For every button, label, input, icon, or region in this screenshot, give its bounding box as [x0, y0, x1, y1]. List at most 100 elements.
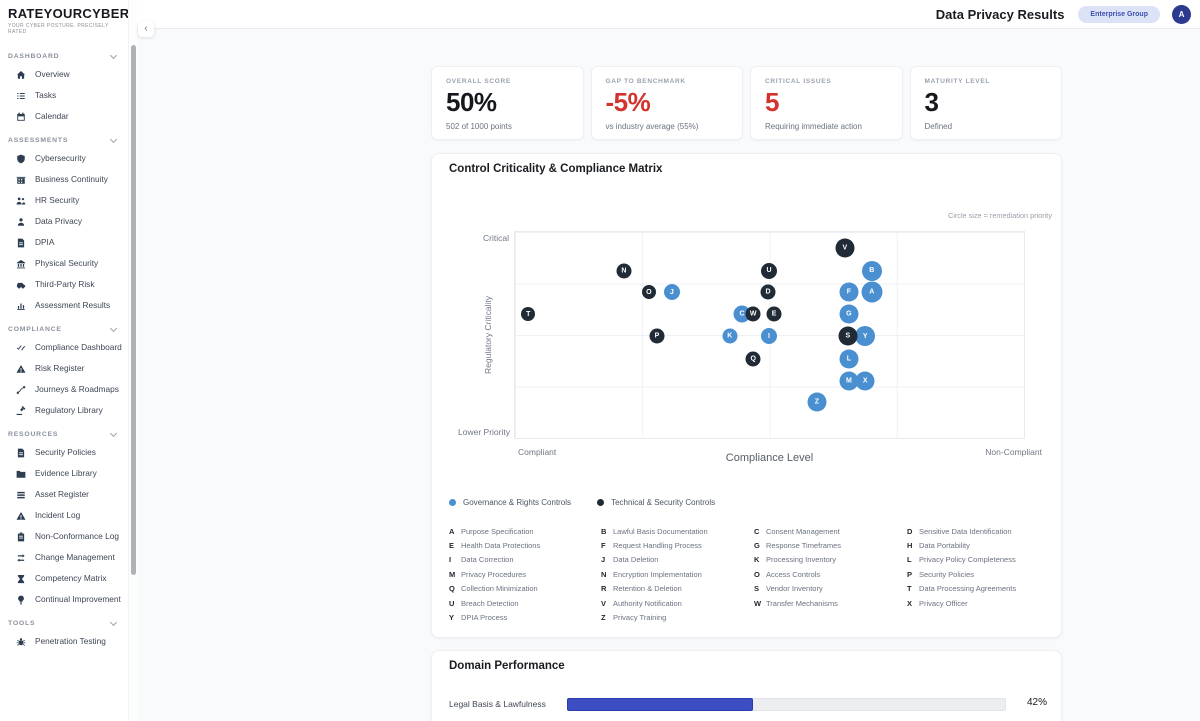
sidebar-item-competency-matrix[interactable]: Competency Matrix [0, 568, 128, 589]
check-icon [16, 343, 26, 353]
sidebar-item-label: Cybersecurity [35, 153, 86, 164]
sidebar-item-security-policies[interactable]: Security Policies [0, 442, 128, 463]
control-name: Privacy Training [613, 613, 667, 623]
matrix-bubble-m[interactable]: M [839, 371, 859, 391]
sidebar-item-continual-improvement[interactable]: Continual Improvement [0, 589, 128, 610]
matrix-bubble-j[interactable]: J [663, 284, 680, 301]
control-letter: P [907, 569, 913, 579]
sidebar-item-tasks[interactable]: Tasks [0, 85, 128, 106]
document-icon [16, 448, 26, 458]
matrix-bubble-s[interactable]: S [838, 326, 858, 346]
matrix-panel: Control Criticality & Compliance Matrix … [431, 153, 1062, 638]
control-name: Lawful Basis Documentation [613, 526, 708, 536]
sidebar: RATEYOURCYBER Your Cyber Posture. Precis… [0, 0, 128, 721]
sidebar-item-overview[interactable]: Overview [0, 64, 128, 85]
matrix-bubble-e[interactable]: E [766, 306, 782, 322]
control-legend-f: F Request Handling Process [601, 538, 754, 552]
legend-entry-technical: Technical & Security Controls [597, 498, 715, 507]
matrix-bubble-v[interactable]: V [835, 238, 855, 258]
matrix-title: Control Criticality & Compliance Matrix [449, 163, 663, 175]
building-icon [16, 175, 26, 185]
stat-card-value: 3 [924, 87, 939, 117]
gavel-icon [16, 405, 26, 416]
control-letter: Y [449, 613, 455, 623]
nav-section-dashboard[interactable]: DASHBOARD [0, 47, 128, 64]
stat-card-label: CRITICAL ISSUES [765, 78, 832, 85]
sidebar-item-label: Continual Improvement [35, 594, 121, 605]
sidebar-item-data-privacy[interactable]: Data Privacy [0, 211, 128, 232]
sidebar-item-compliance-dashboard[interactable]: Compliance Dashboard [0, 337, 128, 358]
matrix-bubble-n[interactable]: N [616, 263, 632, 279]
sidebar-item-evidence-library[interactable]: Evidence Library [0, 463, 128, 484]
stat-card-subtext: Requiring immediate action [765, 122, 862, 131]
home-icon [16, 70, 26, 80]
nav-section-compliance[interactable]: COMPLIANCE [0, 320, 128, 337]
matrix-bubble-p[interactable]: P [649, 328, 665, 344]
sidebar-item-business-continuity[interactable]: Business Continuity [0, 169, 128, 190]
shield-icon [16, 154, 26, 164]
matrix-bubble-t[interactable]: T [521, 307, 536, 322]
control-letter: U [449, 598, 455, 608]
domain-row-percent: 42% [1026, 697, 1047, 708]
sidebar-item-calendar[interactable]: Calendar [0, 106, 128, 127]
matrix-bubble-b[interactable]: B [861, 260, 882, 281]
sidebar-item-journeys-roadmaps[interactable]: Journeys & Roadmaps [0, 379, 128, 400]
progress-bar-fill [567, 698, 753, 711]
matrix-bubble-f[interactable]: F [839, 282, 859, 302]
matrix-bubble-x[interactable]: X [855, 371, 875, 391]
main-content: OVERALL SCORE 50% 502 of 1000 points GAP TO… [137, 29, 1200, 721]
stat-card-label: OVERALL SCORE [446, 78, 511, 85]
sidebar-item-label: Third-Party Risk [35, 279, 95, 290]
matrix-bubble-y[interactable]: Y [855, 326, 876, 347]
sidebar-item-change-management[interactable]: Change Management [0, 547, 128, 568]
stat-card-critical-issues: CRITICAL ISSUES 5 Requiring immediate acti… [750, 66, 903, 140]
sidebar-item-label: Physical Security [35, 258, 99, 269]
sidebar-item-regulatory-library[interactable]: Regulatory Library [0, 400, 128, 421]
matrix-bubble-g[interactable]: G [839, 304, 859, 324]
folder-icon [16, 469, 26, 479]
nav-section-resources[interactable]: RESOURCES [0, 425, 128, 442]
nav-section-assessments[interactable]: ASSESSMENTS [0, 131, 128, 148]
matrix-bubble-q[interactable]: Q [745, 351, 761, 367]
control-letter: O [754, 569, 760, 579]
matrix-bubble-d[interactable]: D [760, 284, 776, 300]
enterprise-group-button[interactable]: Enterprise Group [1078, 5, 1160, 23]
control-legend-v: V Authority Notification [601, 596, 754, 610]
control-letter: Q [449, 584, 455, 594]
control-name: Health Data Protections [461, 541, 541, 551]
matrix-bubble-l[interactable]: L [839, 349, 859, 369]
matrix-bubble-u[interactable]: U [760, 262, 777, 279]
sidebar-scrollbar-thumb[interactable] [130, 45, 136, 575]
matrix-bubble-k[interactable]: K [722, 328, 738, 344]
matrix-bubble-a[interactable]: A [861, 281, 883, 303]
sidebar-item-non-conformance-log[interactable]: Non-Conformance Log [0, 526, 128, 547]
sidebar-item-label: Evidence Library [35, 468, 97, 479]
control-legend-r: R Retention & Deletion [601, 582, 754, 596]
matrix-bubble-i[interactable]: I [760, 328, 777, 345]
warning-triangle-icon [16, 364, 26, 374]
sidebar-item-asset-register[interactable]: Asset Register [0, 484, 128, 505]
sidebar-item-incident-log[interactable]: Incident Log [0, 505, 128, 526]
sidebar-item-cybersecurity[interactable]: Cybersecurity [0, 148, 128, 169]
legend-dot-governance [449, 499, 456, 506]
document-icon [16, 238, 26, 248]
sidebar-item-risk-register[interactable]: Risk Register [0, 358, 128, 379]
sidebar-item-assessment-results[interactable]: Assessment Results [0, 295, 128, 316]
sidebar-item-label: Competency Matrix [35, 573, 107, 584]
sidebar-item-dpia[interactable]: DPIA [0, 232, 128, 253]
sidebar-item-hr-security[interactable]: HR Security [0, 190, 128, 211]
nav-section-tools[interactable]: TOOLS [0, 614, 128, 631]
y-axis-top-label: Critical [483, 233, 509, 243]
control-legend-e: E Health Data Protections [449, 538, 601, 552]
sidebar-item-third-party-risk[interactable]: Third-Party Risk [0, 274, 128, 295]
sidebar-collapse-button[interactable]: ‹ [138, 21, 154, 37]
sidebar-item-physical-security[interactable]: Physical Security [0, 253, 128, 274]
matrix-bubble-z[interactable]: Z [807, 392, 827, 412]
sidebar-item-penetration-testing[interactable]: Penetration Testing [0, 631, 128, 652]
domain-row-label: Legal Basis & Lawfulness [449, 699, 546, 709]
matrix-bubble-o[interactable]: O [641, 285, 656, 300]
avatar[interactable]: A [1172, 4, 1191, 24]
matrix-bubble-w[interactable]: W [745, 306, 761, 322]
chevron-down-icon [109, 324, 118, 333]
control-name: Encryption Implementation [613, 569, 702, 579]
